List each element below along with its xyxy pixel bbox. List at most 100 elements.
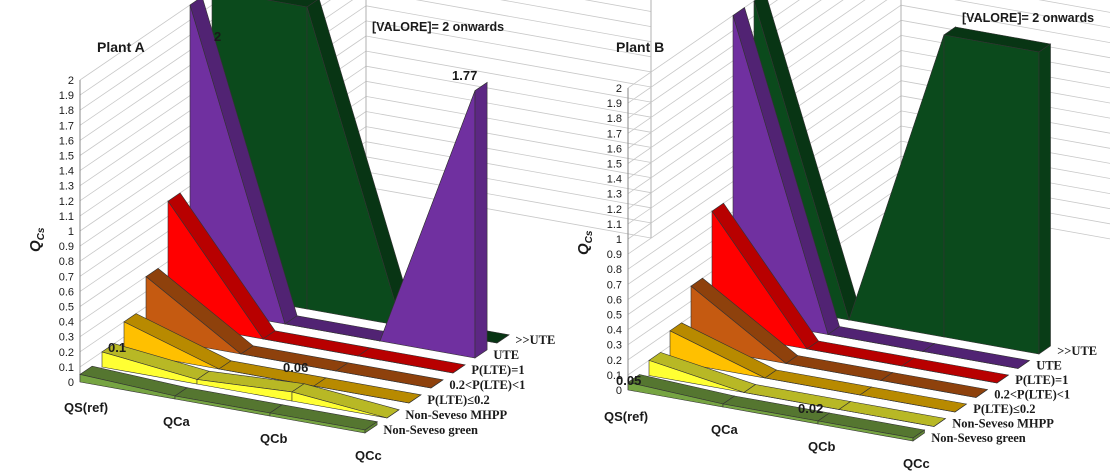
y-tick-label: 0.2	[59, 347, 74, 359]
ribbon-end	[996, 374, 1009, 384]
y-tick-label: 0	[68, 377, 74, 389]
series-label: Non-Seveso MHPP	[405, 408, 507, 422]
ribbon-end	[954, 403, 967, 413]
y-tick-label: 1.2	[59, 196, 74, 208]
y-tick-label: 1.2	[607, 204, 622, 216]
back-gridline	[365, 141, 652, 194]
y-tick-label: 0.5	[59, 302, 74, 314]
y-tick-label: 0.7	[59, 271, 74, 283]
ribbon-end	[1038, 43, 1051, 355]
chart-title: Plant A	[97, 39, 145, 55]
series-non-seveso-mhpp: Non-Seveso MHPP	[101, 343, 507, 422]
y-tick-label: 0.8	[607, 264, 622, 276]
y-axis-title-subscript: Cs	[36, 227, 47, 240]
y-tick-label: 1.1	[607, 219, 622, 231]
side-gridline	[79, 0, 199, 81]
y-tick-label: 0.3	[607, 340, 622, 352]
ribbon-front	[943, 34, 1040, 355]
ribbon-end	[975, 389, 988, 398]
series-label: P(LTE)=1	[1015, 373, 1068, 387]
ribbon-end	[364, 421, 378, 434]
back-gridline	[1038, 0, 1110, 13]
data-label: 2	[214, 29, 221, 44]
y-tick-label: 2	[616, 83, 622, 95]
back-gridline	[365, 50, 652, 103]
category-label: QCb	[808, 439, 836, 454]
back-gridline	[900, 4, 1110, 44]
back-gridline	[365, 171, 652, 224]
ribbon-end	[496, 334, 510, 344]
ribbon-front	[848, 34, 945, 338]
ribbon-end	[408, 394, 422, 404]
y-tick-label: 1	[68, 226, 74, 238]
annotation-label: [VALORE]= 2 onwards	[962, 11, 1094, 25]
y-tick-label: 1.7	[59, 120, 74, 132]
y-axis-title-subscript: Cs	[584, 230, 595, 243]
series-0-2-p-lte-1: 0.2<P(LTE)<1	[690, 277, 1070, 402]
y-tick-label: 0.6	[607, 294, 622, 306]
back-gridline	[500, 0, 652, 27]
y-tick-label: 1.1	[59, 211, 74, 223]
series-non-seveso-green: Non-Seveso green	[627, 374, 1026, 445]
back-gridline	[365, 96, 652, 148]
y-tick-label: 0.9	[59, 241, 74, 253]
ribbon-end	[452, 364, 466, 374]
category-label: QCc	[903, 456, 930, 471]
back-gridline	[365, 5, 652, 58]
back-gridline	[365, 126, 652, 178]
y-axis: 0 0.1 0.2 0.3 0.4 0.5 0.6 0.7 0.8 0.9 1 1.1 1.2 1.3 1.…	[607, 83, 629, 397]
ribbon-end	[933, 418, 946, 427]
back-gridline	[584, 0, 652, 12]
series-label: Non-Seveso MHPP	[952, 417, 1054, 431]
series-label: >>UTE	[515, 333, 555, 347]
y-tick-label: 0.1	[59, 362, 74, 374]
side-gridline	[79, 0, 221, 96]
data-label: 0.1	[108, 340, 126, 355]
y-tick-label: 0.1	[607, 370, 622, 382]
y-tick-label: 0.9	[607, 249, 622, 261]
series-label: UTE	[493, 348, 519, 362]
side-gridline	[627, 0, 757, 89]
y-tick-label: 1.9	[59, 90, 74, 102]
x-axis: QS(ref) QCa QCb QCc	[604, 409, 930, 471]
y-axis: 0 0.1 0.2 0.3 0.4 0.5 0.6 0.7 0.8 0.9 1 1.1 1.2 1.3 1.…	[59, 75, 81, 389]
back-gridline	[415, 0, 652, 43]
y-tick-label: 1.7	[607, 128, 622, 140]
y-axis-title: QCs	[27, 227, 47, 252]
y-tick-label: 1	[616, 234, 622, 246]
series-label: P(LTE)≤0.2	[973, 402, 1035, 416]
data-label: 0.05	[616, 373, 641, 388]
y-tick-label: 1.9	[607, 98, 622, 110]
y-tick-label: 1.3	[607, 189, 622, 201]
ribbon-front	[648, 359, 745, 393]
chart-title: Plant B	[616, 39, 664, 55]
y-axis-title: QCs	[575, 230, 595, 255]
series-p-lte-0-2: P(LTE)≤0.2	[669, 322, 1036, 416]
ribbon-front	[291, 391, 388, 419]
ribbon-end	[386, 409, 400, 419]
y-tick-label: 0.2	[607, 355, 622, 367]
y-tick-label: 1.5	[59, 151, 74, 163]
y-tick-label: 1.8	[59, 105, 74, 117]
y-tick-label: 0.8	[59, 256, 74, 268]
series-label: Non-Seveso green	[931, 431, 1026, 445]
y-tick-label: 2	[68, 75, 74, 87]
y-tick-label: 0.4	[59, 317, 74, 329]
back-gridline	[365, 186, 652, 239]
back-gridline	[365, 20, 652, 73]
ribbon-front	[379, 90, 476, 359]
ribbon-end	[1017, 360, 1030, 369]
back-gridline	[365, 156, 652, 209]
chart-panel-plant-a: 0 0.1 0.2 0.3 0.4 0.5 0.6 0.7 0.8 0.9 1 1.1 1.2 1.3 1.…	[27, 0, 652, 463]
series-label: Non-Seveso green	[383, 423, 478, 437]
x-axis: QS(ref) QCa QCb QCc	[64, 400, 382, 463]
y-tick-label: 1.3	[59, 181, 74, 193]
ribbon-front	[669, 330, 766, 379]
y-tick-label: 1.4	[59, 166, 74, 178]
ribbon-front	[306, 6, 403, 327]
back-gridline	[365, 80, 652, 133]
y-tick-label: 0	[616, 385, 622, 397]
back-gridline	[954, 0, 1110, 28]
back-gridline	[365, 35, 652, 88]
